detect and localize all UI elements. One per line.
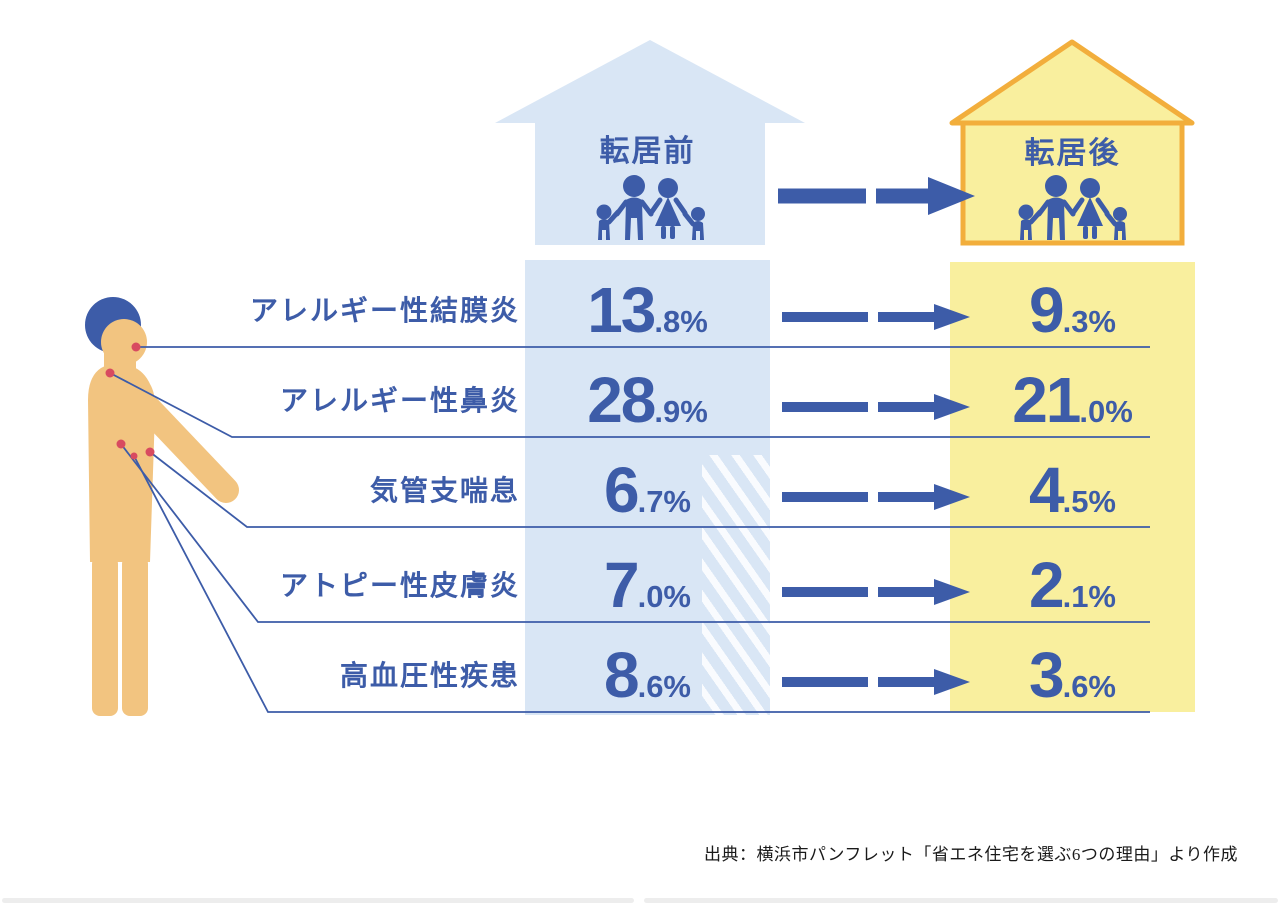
after-value-frac: .6% [1062, 669, 1116, 704]
before-value-int: 7 [603, 549, 640, 621]
after-value-int: 21 [1012, 364, 1081, 436]
after-value-int: 2 [1028, 549, 1065, 621]
before-value-frac: .6% [637, 669, 691, 704]
disease-label: アトピー性皮膚炎 [279, 570, 520, 601]
house-title-after: 転居後 [1024, 137, 1121, 170]
before-value-int: 28 [587, 364, 656, 436]
after-value-int: 4 [1028, 454, 1065, 526]
family-icon [1019, 175, 1128, 240]
house-title-before: 転居前 [599, 135, 696, 168]
after-value-frac: .3% [1062, 304, 1116, 339]
arrow-right-icon [778, 177, 975, 215]
after-value: 2.1% [950, 553, 1195, 617]
before-value: 13.8% [525, 278, 770, 342]
table-row: 気管支喘息 6.7% 4.5% [0, 439, 1280, 527]
disease-label: アレルギー性鼻炎 [279, 385, 520, 416]
after-value-int: 9 [1028, 274, 1065, 346]
before-value-int: 6 [603, 454, 640, 526]
after-value-frac: .1% [1062, 579, 1116, 614]
before-value: 28.9% [525, 368, 770, 432]
after-value-int: 3 [1028, 639, 1065, 711]
page-edge [2, 898, 634, 903]
before-value: 6.7% [525, 458, 770, 522]
after-value: 21.0% [950, 368, 1195, 432]
table-row: アレルギー性鼻炎 28.9% 21.0% [0, 349, 1280, 437]
page-edge [644, 898, 1278, 903]
before-value-frac: .9% [654, 394, 708, 429]
before-value-frac: .0% [637, 579, 691, 614]
after-value: 4.5% [950, 458, 1195, 522]
disease-label: アレルギー性結膜炎 [249, 295, 520, 326]
table-row: 高血圧性疾患 8.6% 3.6% [0, 624, 1280, 712]
after-value-frac: .0% [1079, 394, 1133, 429]
before-value: 8.6% [525, 643, 770, 707]
after-value-frac: .5% [1062, 484, 1116, 519]
disease-label: 気管支喘息 [369, 475, 520, 506]
source-note: 出典：横浜市パンフレット「省エネ住宅を選ぶ6つの理由」より作成 [704, 845, 1238, 864]
table-row: アレルギー性結膜炎 13.8% 9.3% [0, 259, 1280, 347]
before-value-frac: .7% [637, 484, 691, 519]
family-icon [597, 175, 706, 240]
before-value-frac: .8% [654, 304, 708, 339]
after-value: 9.3% [950, 278, 1195, 342]
before-value-int: 8 [603, 639, 640, 711]
before-value: 7.0% [525, 553, 770, 617]
table-row: アトピー性皮膚炎 7.0% 2.1% [0, 534, 1280, 622]
before-value-int: 13 [587, 274, 656, 346]
after-value: 3.6% [950, 643, 1195, 707]
disease-label: 高血圧性疾患 [339, 660, 520, 691]
